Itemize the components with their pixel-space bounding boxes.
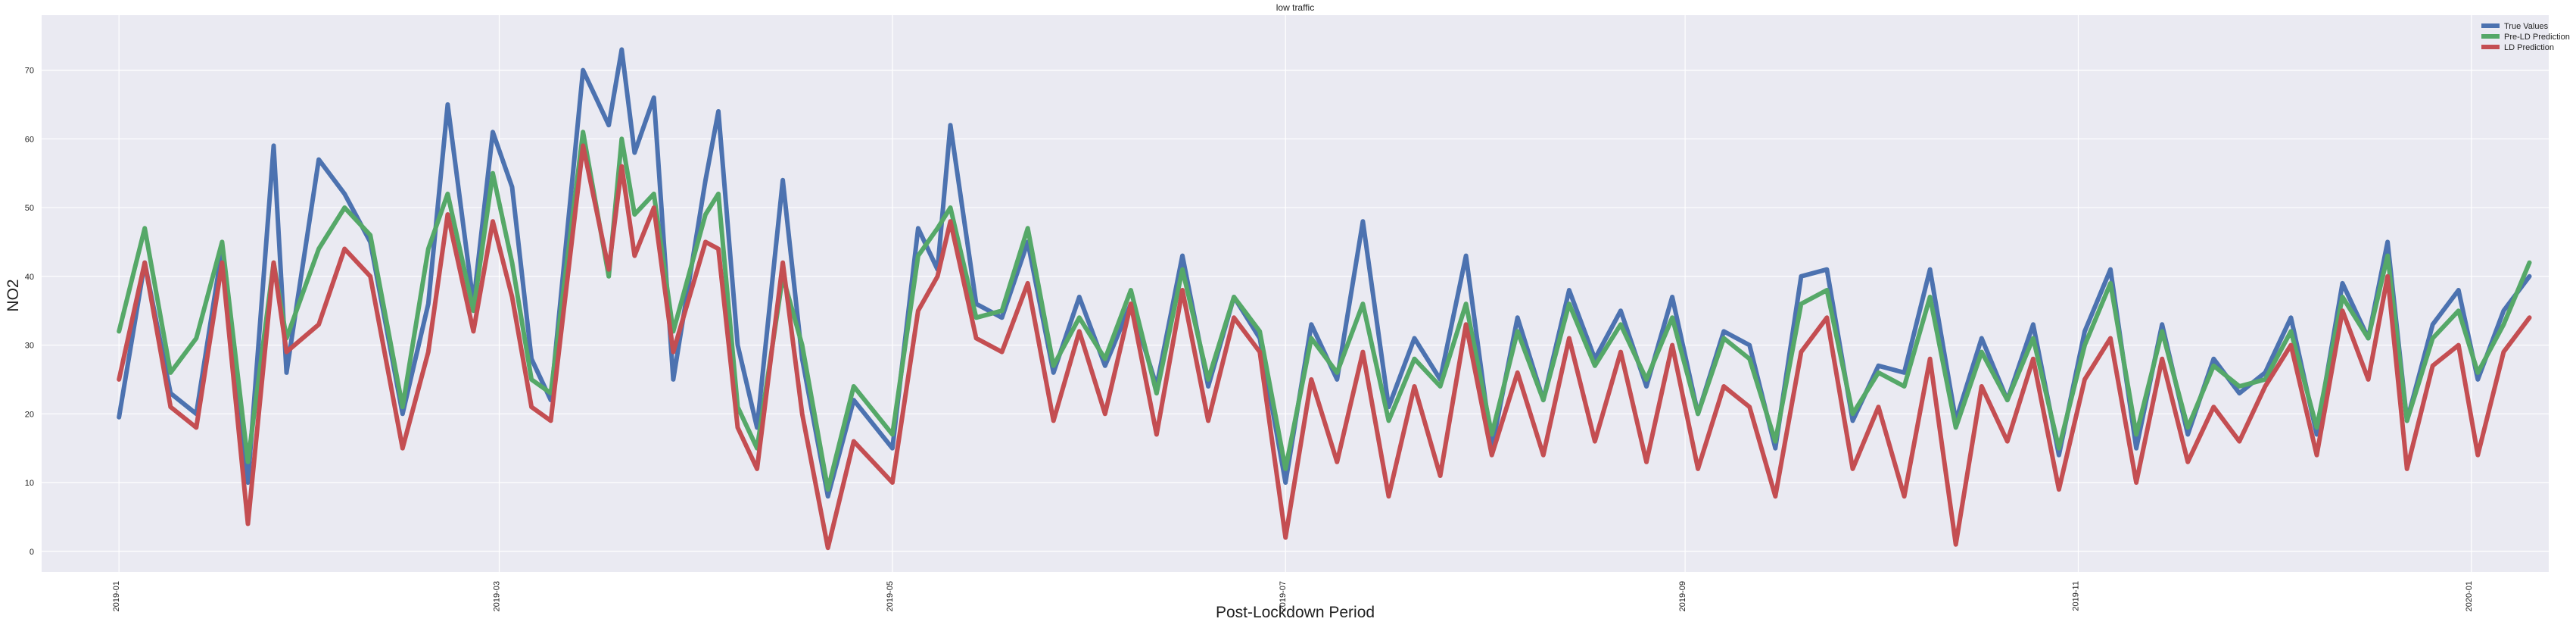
x-tick-label: 2019-07 xyxy=(1279,581,1288,611)
y-tick-label: 30 xyxy=(25,342,34,351)
x-tick-label: 2019-05 xyxy=(886,581,895,611)
x-tick-label: 2020-01 xyxy=(2465,581,2474,611)
x-tick-label: 2019-01 xyxy=(112,581,121,611)
series-line-pre-ld-prediction xyxy=(117,130,2532,492)
y-tick-label: 10 xyxy=(25,479,34,488)
y-tick-label: 60 xyxy=(25,135,34,144)
x-tick-label: 2019-11 xyxy=(2071,581,2080,611)
legend: True Values Pre-LD Prediction LD Predict… xyxy=(2475,18,2570,53)
series-lines xyxy=(117,47,2532,551)
x-axis-title: Post-Lockdown Period xyxy=(1216,604,1375,621)
y-tick-label: 50 xyxy=(25,204,34,213)
x-tick-label: 2019-03 xyxy=(493,581,502,611)
y-tick-label: 40 xyxy=(25,273,34,282)
y-tick-label: 70 xyxy=(25,67,34,76)
y-tick-label: 0 xyxy=(30,548,34,557)
chart-title: low traffic xyxy=(1276,2,1314,13)
legend-label-pre-ld-prediction: Pre-LD Prediction xyxy=(2504,33,2570,42)
y-axis-title: NO2 xyxy=(5,279,22,311)
series-line-ld-prediction xyxy=(117,143,2532,551)
legend-label-true-values: True Values xyxy=(2504,22,2549,31)
y-tick-label: 20 xyxy=(25,410,34,419)
x-tick-labels: 2019-01 2019-03 2019-05 2019-07 2019-09 2019-… xyxy=(112,581,2474,611)
y-tick-labels: 0 10 20 30 40 50 60 70 xyxy=(25,67,34,557)
legend-label-ld-prediction: LD Prediction xyxy=(2504,43,2554,52)
x-tick-label: 2019-09 xyxy=(1678,581,1687,611)
